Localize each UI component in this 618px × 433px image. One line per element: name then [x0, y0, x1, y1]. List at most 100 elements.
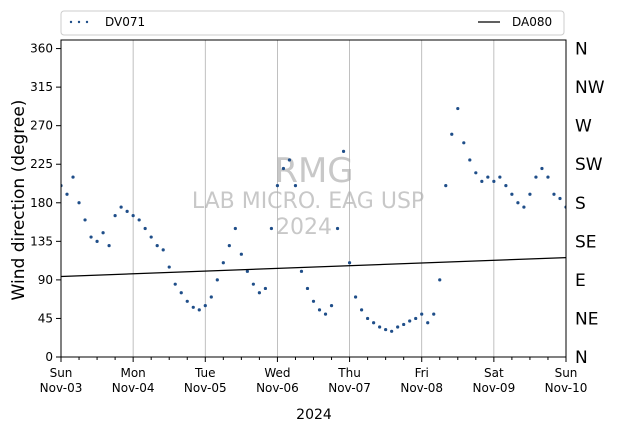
data-point-dv071: [444, 184, 448, 188]
data-point-dv071: [534, 175, 538, 179]
data-point-dv071: [438, 278, 442, 282]
x-tick-label: Sun Nov-03: [40, 366, 83, 395]
watermark: RMG LAB MICRO. EAG USP 2024: [192, 151, 424, 240]
data-point-dv071: [125, 209, 129, 213]
data-point-dv071: [185, 299, 189, 303]
data-point-dv071: [137, 218, 141, 222]
x-tick-label: Sun Nov-10: [545, 366, 588, 395]
data-point-dv071: [131, 214, 135, 218]
data-point-dv071: [149, 235, 153, 239]
compass-label: SW: [575, 155, 603, 175]
data-point-dv071: [372, 321, 376, 325]
data-point-dv071: [378, 325, 382, 329]
data-point-dv071: [269, 226, 274, 231]
data-layer: [61, 106, 566, 333]
data-point-dv071: [402, 322, 406, 327]
y-tick-label: 315: [30, 80, 53, 94]
data-point-dv071: [396, 325, 400, 329]
y-tick-label: 0: [45, 350, 53, 364]
data-point-dv071: [390, 329, 394, 333]
data-point-dv071: [341, 149, 346, 153]
data-point-dv071: [353, 295, 358, 299]
data-point-dv071: [540, 166, 544, 171]
data-point-dv071: [317, 308, 322, 312]
legend-label-dv071: DV071: [105, 15, 145, 29]
data-point-dv071: [323, 312, 328, 316]
data-point-dv071: [203, 303, 207, 308]
data-point-dv071: [239, 252, 243, 256]
data-point-dv071: [432, 312, 436, 316]
y-axis: 0 45 90 135 180 225 270 315 360: [30, 42, 61, 364]
watermark-line-1: RMG: [274, 151, 353, 191]
data-point-dv071: [257, 291, 261, 295]
x-tick-label: Thu Nov-07: [328, 366, 371, 395]
data-point-dv071: [281, 166, 286, 171]
data-point-dv071: [221, 261, 225, 265]
data-point-dv071: [179, 291, 183, 295]
legend-marker-dv071: [69, 20, 89, 24]
data-point-dv071: [119, 205, 123, 209]
x-tick-label: Wed Nov-06: [256, 366, 299, 395]
data-point-dv071: [305, 286, 310, 291]
y-axis-label: Wind direction (degree): [9, 100, 29, 301]
data-point-dv071: [227, 244, 231, 248]
data-point-dv071: [173, 282, 177, 286]
data-point-dv071: [359, 308, 364, 312]
data-point-dv071: [347, 261, 352, 265]
legend: DV071 DA080: [60, 10, 565, 36]
compass-label: N: [575, 40, 588, 60]
x-axis: Sun Nov-03 Mon Nov-04 Tue Nov-05 Wed Nov-06 Thu N…: [40, 357, 588, 395]
y-tick-label: 225: [30, 157, 53, 171]
compass-label: S: [575, 194, 586, 214]
y-tick-label: 135: [30, 234, 53, 248]
data-point-dv071: [167, 265, 171, 269]
data-point-dv071: [546, 175, 550, 179]
x-tick-label: Sat Nov-09: [473, 366, 516, 395]
data-point-dv071: [95, 239, 99, 243]
legend-label-da080: DA080: [512, 15, 552, 29]
data-point-dv071: [293, 184, 298, 188]
data-point-dv071: [462, 141, 466, 145]
data-point-dv071: [251, 282, 255, 286]
data-point-dv071: [143, 226, 147, 231]
data-point-dv071: [299, 269, 304, 273]
x-axis-label: 2024: [296, 407, 332, 423]
data-point-dv071: [263, 286, 268, 291]
data-point-dv071: [311, 299, 316, 303]
data-point-dv071: [191, 305, 195, 309]
data-point-dv071: [155, 244, 159, 248]
y-tick-label: 45: [38, 311, 53, 325]
data-point-dv071: [83, 218, 87, 222]
data-point-dv071: [528, 192, 532, 196]
data-point-dv071: [468, 158, 472, 162]
data-point-dv071: [335, 226, 340, 231]
gridlines: [132, 40, 495, 357]
series-line-da080: [61, 257, 566, 278]
data-point-dv071: [287, 158, 292, 162]
compass-label: W: [575, 117, 592, 137]
y-tick-label: 270: [30, 119, 53, 133]
data-point-dv071: [384, 327, 388, 332]
data-point-dv071: [426, 321, 430, 325]
data-point-dv071: [456, 106, 460, 111]
data-point-dv071: [329, 303, 334, 308]
y-tick-label: 360: [30, 42, 53, 56]
data-point-dv071: [161, 248, 165, 252]
data-point-dv071: [450, 132, 454, 136]
data-point-dv071: [492, 179, 496, 183]
data-point-dv071: [209, 295, 213, 299]
data-point-dv071: [474, 171, 478, 175]
data-point-dv071: [197, 308, 201, 312]
compass-label: SE: [575, 232, 597, 252]
data-point-dv071: [420, 312, 424, 316]
data-point-dv071: [275, 184, 280, 188]
data-point-dv071: [101, 231, 105, 235]
y-tick-label: 180: [30, 196, 53, 210]
data-point-dv071: [480, 179, 484, 183]
x-tick-label: Mon Nov-04: [112, 366, 155, 395]
watermark-line-2: LAB MICRO. EAG USP: [192, 189, 424, 214]
data-point-dv071: [107, 244, 111, 248]
data-point-dv071: [113, 214, 117, 218]
data-point-dv071: [504, 184, 508, 188]
